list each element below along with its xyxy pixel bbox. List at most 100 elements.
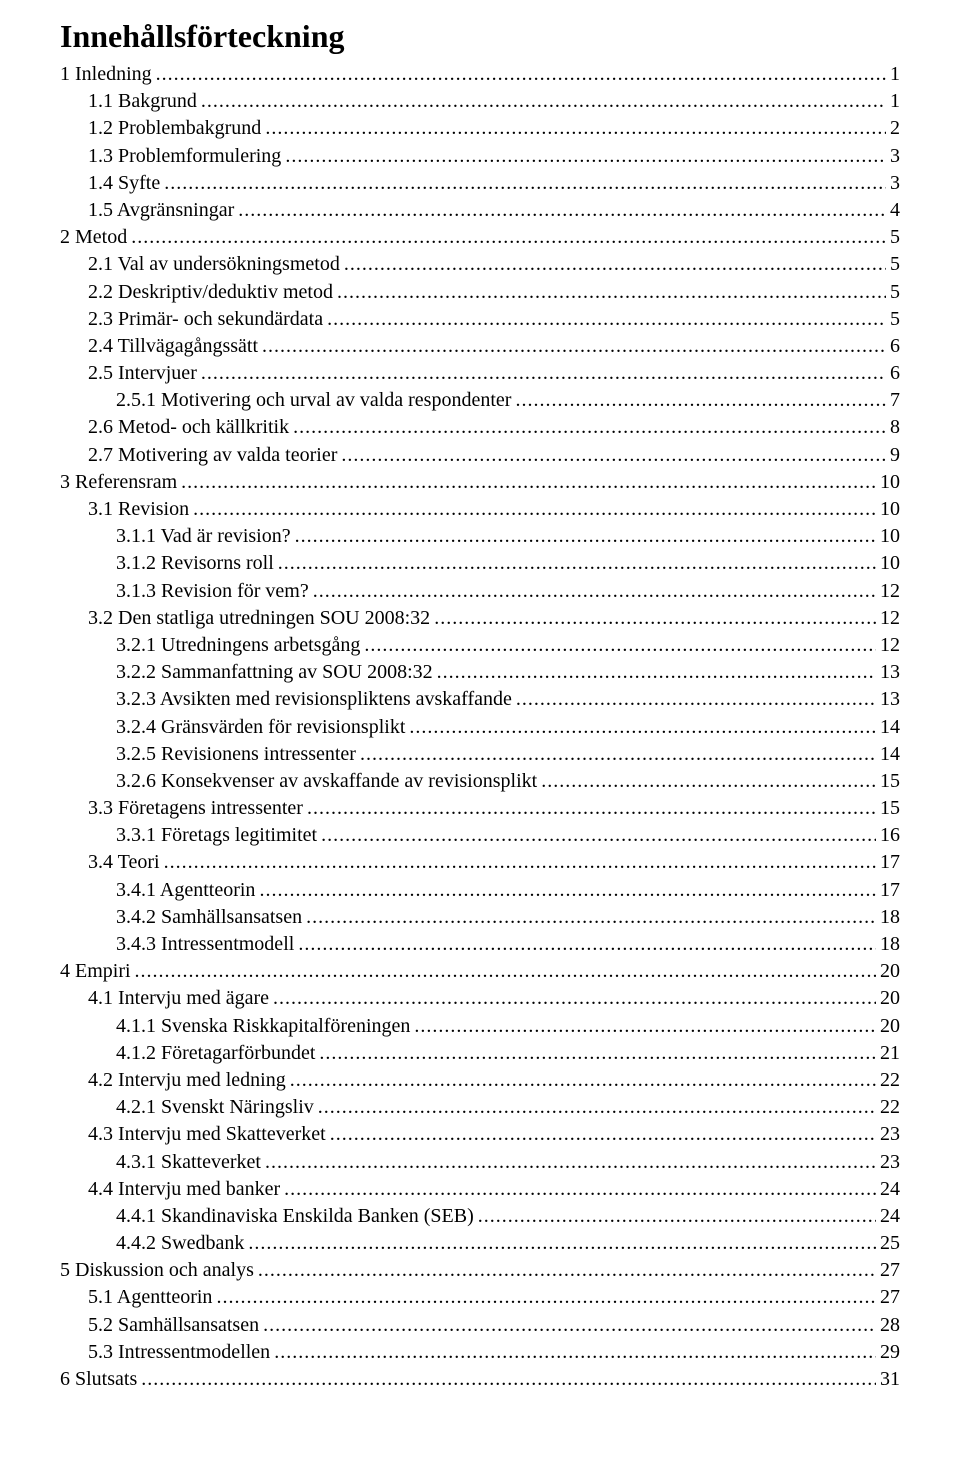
toc-entry-label: 3.4.3 Intressentmodell bbox=[116, 931, 294, 958]
toc-dot-leader bbox=[135, 958, 876, 985]
toc-entry-label: 4 Empiri bbox=[60, 958, 131, 985]
toc-dot-leader bbox=[259, 877, 876, 904]
toc-dot-leader bbox=[516, 686, 876, 713]
toc-entry: 2.4 Tillvägagångssätt 6 bbox=[60, 333, 900, 360]
toc-dot-leader bbox=[265, 115, 886, 142]
toc-page: Innehållsförteckning 1 Inledning 11.1 Ba… bbox=[0, 0, 960, 1433]
toc-entry-label: 2.2 Deskriptiv/deduktiv metod bbox=[88, 279, 333, 306]
toc-entry-label: 3.2.5 Revisionens intressenter bbox=[116, 741, 356, 768]
toc-entry: 4.4.1 Skandinaviska Enskilda Banken (SEB… bbox=[60, 1203, 900, 1230]
toc-entry-page: 10 bbox=[880, 469, 900, 496]
toc-entry-label: 2.6 Metod- och källkritik bbox=[88, 414, 289, 441]
toc-dot-leader bbox=[290, 1067, 876, 1094]
toc-entry: 3.2.2 Sammanfattning av SOU 2008:32 13 bbox=[60, 659, 900, 686]
toc-dot-leader bbox=[321, 822, 876, 849]
toc-entry-page: 22 bbox=[880, 1094, 900, 1121]
toc-entry: 2.5 Intervjuer 6 bbox=[60, 360, 900, 387]
toc-entry-label: 3.3.1 Företags legitimitet bbox=[116, 822, 317, 849]
toc-entry-page: 10 bbox=[880, 550, 900, 577]
toc-entry-page: 3 bbox=[890, 170, 900, 197]
toc-entry-label: 6 Slutsats bbox=[60, 1366, 137, 1393]
toc-entry-label: 3.4.1 Agentteorin bbox=[116, 877, 255, 904]
toc-entry-page: 3 bbox=[890, 143, 900, 170]
toc-dot-leader bbox=[313, 578, 876, 605]
toc-entry-page: 2 bbox=[890, 115, 900, 142]
toc-entry-page: 5 bbox=[890, 279, 900, 306]
toc-entry-page: 28 bbox=[880, 1312, 900, 1339]
toc-entry-page: 17 bbox=[880, 877, 900, 904]
toc-entry: 3.1.1 Vad är revision? 10 bbox=[60, 523, 900, 550]
toc-dot-leader bbox=[515, 387, 886, 414]
toc-dot-leader bbox=[164, 170, 886, 197]
toc-entry-label: 4.4.2 Swedbank bbox=[116, 1230, 244, 1257]
toc-entry: 4.1.1 Svenska Riskkapitalföreningen 20 bbox=[60, 1013, 900, 1040]
toc-entry: 3.2.4 Gränsvärden för revisionsplikt 14 bbox=[60, 714, 900, 741]
toc-entry: 3.4.2 Samhällsansatsen 18 bbox=[60, 904, 900, 931]
toc-entry-page: 24 bbox=[880, 1203, 900, 1230]
toc-entry-label: 3.2.6 Konsekvenser av avskaffande av rev… bbox=[116, 768, 537, 795]
toc-entry: 3.2.3 Avsikten med revisionspliktens avs… bbox=[60, 686, 900, 713]
toc-entry-page: 5 bbox=[890, 306, 900, 333]
toc-entry-page: 20 bbox=[880, 985, 900, 1012]
toc-entry-label: 2.7 Motivering av valda teorier bbox=[88, 442, 337, 469]
toc-entry-label: 4.3 Intervju med Skatteverket bbox=[88, 1121, 326, 1148]
toc-entry: 4.2.1 Svenskt Näringsliv 22 bbox=[60, 1094, 900, 1121]
toc-entry-page: 27 bbox=[880, 1257, 900, 1284]
toc-entry-label: 3.3 Företagens intressenter bbox=[88, 795, 303, 822]
toc-entry-label: 2.5 Intervjuer bbox=[88, 360, 197, 387]
toc-entry-page: 14 bbox=[880, 714, 900, 741]
toc-entry-page: 21 bbox=[880, 1040, 900, 1067]
toc-dot-leader bbox=[164, 849, 876, 876]
toc-entry-label: 5 Diskussion och analys bbox=[60, 1257, 254, 1284]
toc-entry: 1.5 Avgränsningar 4 bbox=[60, 197, 900, 224]
toc-dot-leader bbox=[541, 768, 876, 795]
toc-dot-leader bbox=[319, 1040, 876, 1067]
toc-entry: 2 Metod 5 bbox=[60, 224, 900, 251]
toc-dot-leader bbox=[265, 1149, 876, 1176]
toc-entry: 3.1.2 Revisorns roll 10 bbox=[60, 550, 900, 577]
toc-entry-page: 24 bbox=[880, 1176, 900, 1203]
toc-entry-label: 1.1 Bakgrund bbox=[88, 88, 197, 115]
toc-entry-page: 27 bbox=[880, 1284, 900, 1311]
toc-entry-page: 20 bbox=[880, 958, 900, 985]
toc-entry-page: 25 bbox=[880, 1230, 900, 1257]
toc-entry-page: 7 bbox=[890, 387, 900, 414]
toc-title: Innehållsförteckning bbox=[60, 18, 900, 55]
toc-dot-leader bbox=[478, 1203, 876, 1230]
toc-entry: 4 Empiri 20 bbox=[60, 958, 900, 985]
toc-dot-leader bbox=[295, 523, 876, 550]
toc-dot-leader bbox=[409, 714, 876, 741]
toc-entry-label: 4.2 Intervju med ledning bbox=[88, 1067, 286, 1094]
toc-entry: 1 Inledning 1 bbox=[60, 61, 900, 88]
toc-entry: 3.4.1 Agentteorin 17 bbox=[60, 877, 900, 904]
toc-entry-label: 2.1 Val av undersökningsmetod bbox=[88, 251, 340, 278]
toc-entry-label: 3 Referensram bbox=[60, 469, 177, 496]
toc-entry: 5.3 Intressentmodellen 29 bbox=[60, 1339, 900, 1366]
toc-entry-label: 4.1 Intervju med ägare bbox=[88, 985, 269, 1012]
toc-dot-leader bbox=[437, 659, 876, 686]
toc-entry-page: 5 bbox=[890, 251, 900, 278]
toc-entry-page: 13 bbox=[880, 659, 900, 686]
toc-entry: 3.2.5 Revisionens intressenter 14 bbox=[60, 741, 900, 768]
toc-entry: 4.4 Intervju med banker 24 bbox=[60, 1176, 900, 1203]
toc-entry: 1.1 Bakgrund 1 bbox=[60, 88, 900, 115]
toc-entry: 1.3 Problemformulering 3 bbox=[60, 143, 900, 170]
toc-entry-page: 20 bbox=[880, 1013, 900, 1040]
toc-entry-label: 1.4 Syfte bbox=[88, 170, 160, 197]
toc-entry-page: 13 bbox=[880, 686, 900, 713]
toc-dot-leader bbox=[273, 985, 876, 1012]
toc-entry: 4.4.2 Swedbank 25 bbox=[60, 1230, 900, 1257]
toc-dot-leader bbox=[262, 333, 886, 360]
toc-dot-leader bbox=[156, 61, 886, 88]
toc-entry-label: 2.4 Tillvägagångssätt bbox=[88, 333, 258, 360]
toc-entry: 4.3 Intervju med Skatteverket 23 bbox=[60, 1121, 900, 1148]
toc-entry: 3.3 Företagens intressenter 15 bbox=[60, 795, 900, 822]
toc-dot-leader bbox=[141, 1366, 876, 1393]
toc-dot-leader bbox=[193, 496, 876, 523]
toc-dot-leader bbox=[263, 1312, 876, 1339]
toc-entry: 4.3.1 Skatteverket 23 bbox=[60, 1149, 900, 1176]
toc-entry: 5.1 Agentteorin 27 bbox=[60, 1284, 900, 1311]
toc-entry-page: 10 bbox=[880, 496, 900, 523]
toc-entry: 4.2 Intervju med ledning 22 bbox=[60, 1067, 900, 1094]
toc-entry-label: 4.4 Intervju med banker bbox=[88, 1176, 280, 1203]
